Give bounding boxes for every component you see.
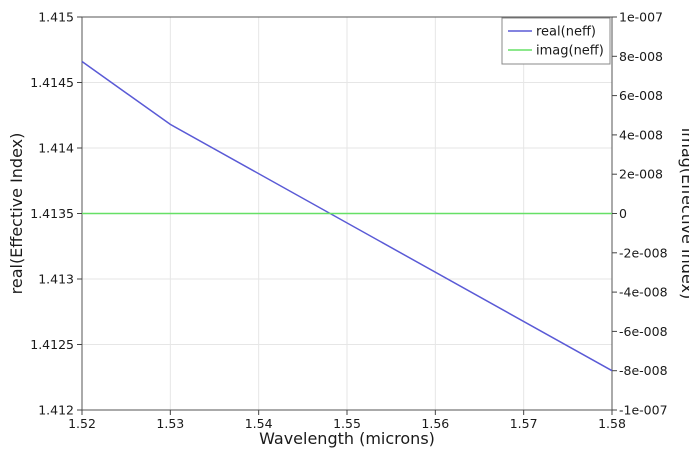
y-right-tick-label: 1e-007 <box>619 10 663 25</box>
x-tick-label: 1.58 <box>598 416 626 431</box>
y-right-tick-label: 8e-008 <box>619 49 663 64</box>
x-axis-label: Wavelength (microns) <box>259 429 435 448</box>
x-tick-label: 1.57 <box>510 416 538 431</box>
x-axis-ticks: 1.52 1.53 1.54 1.55 1.56 1.57 1.58 <box>68 410 626 431</box>
y-right-tick-label: -2e-008 <box>619 245 668 260</box>
y-right-tick-label: -6e-008 <box>619 324 668 339</box>
x-tick-label: 1.56 <box>421 416 449 431</box>
series-layer <box>81 60 613 372</box>
y-left-tick-label: 1.4145 <box>30 75 74 90</box>
y-left-tick-label: 1.414 <box>38 141 74 156</box>
y-left-tick-label: 1.415 <box>38 10 74 25</box>
y-left-axis-ticks: 1.412 1.4125 1.413 1.4135 1.414 1.4145 1.415 <box>30 10 82 418</box>
y-right-tick-label: 0 <box>619 206 627 221</box>
x-tick-label: 1.53 <box>156 416 184 431</box>
y-left-tick-label: 1.4125 <box>30 337 74 352</box>
y-left-tick-label: 1.412 <box>38 403 74 418</box>
y-right-tick-label: 2e-008 <box>619 167 663 182</box>
series-line-real-neff <box>81 60 613 372</box>
y-right-tick-label: 4e-008 <box>619 127 663 142</box>
legend-label-imag-neff: imag(neff) <box>536 44 604 59</box>
y-right-tick-label: -4e-008 <box>619 285 668 300</box>
legend-label-real-neff: real(neff) <box>536 25 596 40</box>
y-left-tick-label: 1.413 <box>38 272 74 287</box>
x-tick-label: 1.54 <box>245 416 273 431</box>
y-right-axis-ticks: -1e-007 -8e-008 -6e-008 -4e-008 -2e-008 0 2e-0… <box>612 10 668 418</box>
x-tick-label: 1.52 <box>68 416 96 431</box>
legend-box <box>501 17 611 65</box>
legend: real(neff) imag(neff) <box>501 17 611 65</box>
y-right-axis-label: imag(Effective Index) <box>678 128 689 299</box>
y-left-tick-label: 1.4135 <box>30 206 74 221</box>
y-right-tick-label: 6e-008 <box>619 88 663 103</box>
x-tick-label: 1.55 <box>333 416 361 431</box>
y-right-tick-label: -8e-008 <box>619 363 668 378</box>
y-left-axis-label: real(Effective Index) <box>7 133 26 295</box>
y-right-tick-label: -1e-007 <box>619 403 668 418</box>
